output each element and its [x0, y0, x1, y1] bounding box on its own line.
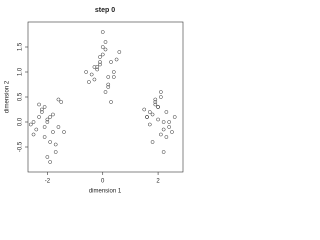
point	[161, 127, 166, 132]
point	[56, 97, 61, 102]
point	[95, 67, 100, 72]
point	[147, 110, 152, 114]
x-axis-label: dimension 1	[89, 189, 122, 195]
point	[45, 120, 50, 124]
point	[156, 105, 160, 109]
y-axis-label: dimension 2	[5, 80, 11, 113]
point	[150, 112, 155, 117]
point	[114, 57, 119, 62]
point	[45, 117, 50, 122]
point	[95, 65, 100, 69]
point	[161, 120, 166, 124]
point	[145, 115, 149, 119]
point	[161, 150, 166, 154]
point	[42, 135, 47, 139]
point	[153, 97, 158, 102]
point	[142, 107, 147, 112]
y-tick-label: 0.5	[18, 92, 24, 101]
point	[28, 122, 33, 127]
point	[48, 115, 52, 119]
point	[156, 117, 160, 122]
y-tick-label: 1.0	[18, 67, 24, 76]
point	[98, 62, 102, 67]
point	[42, 105, 47, 109]
chart-title: step 0	[95, 7, 115, 14]
point	[34, 127, 39, 132]
point	[89, 72, 94, 77]
point	[31, 120, 36, 124]
point	[48, 140, 52, 144]
point	[92, 77, 97, 82]
point	[92, 65, 97, 69]
point	[170, 130, 174, 134]
point	[62, 130, 66, 134]
point	[117, 50, 122, 54]
x-tick-label: 0	[101, 179, 105, 185]
point	[48, 160, 52, 164]
point	[164, 135, 169, 139]
point	[103, 47, 108, 52]
point	[153, 102, 158, 107]
point	[100, 45, 105, 49]
point	[106, 82, 111, 87]
point	[98, 55, 102, 59]
point	[37, 102, 41, 107]
point	[167, 120, 172, 124]
point	[100, 30, 105, 34]
point	[51, 130, 55, 134]
point	[109, 60, 113, 64]
point	[111, 75, 116, 79]
point	[103, 90, 108, 94]
point	[53, 142, 58, 147]
point	[150, 140, 155, 144]
point	[147, 122, 152, 127]
y-tick-label: -0.5	[18, 141, 24, 152]
point	[39, 107, 44, 112]
point	[109, 100, 113, 104]
point	[84, 70, 88, 74]
point	[56, 125, 61, 129]
point	[159, 132, 163, 137]
point	[106, 75, 111, 79]
point	[106, 85, 111, 89]
point	[159, 90, 163, 94]
point	[51, 112, 55, 117]
point	[53, 150, 58, 154]
point	[59, 100, 64, 104]
point	[103, 40, 108, 44]
point	[42, 125, 47, 129]
point	[100, 52, 105, 57]
x-tick-label: -2	[45, 179, 51, 185]
point	[172, 115, 177, 119]
chart: step 0 dimension 1 dimension 2 -2 0 2 -0.5 0…	[5, 7, 184, 195]
point	[98, 60, 102, 64]
point	[164, 110, 169, 114]
y-tick-label: 0.0	[18, 117, 24, 126]
point	[167, 125, 172, 129]
point	[111, 70, 116, 74]
point	[153, 100, 158, 104]
point	[45, 155, 50, 159]
plot-frame	[27, 21, 184, 173]
y-tick-label: 1.5	[18, 42, 24, 51]
point	[31, 132, 36, 137]
point	[159, 95, 163, 99]
point	[39, 110, 44, 114]
point	[37, 115, 41, 119]
x-tick-label: 2	[156, 179, 160, 185]
point	[87, 80, 91, 84]
